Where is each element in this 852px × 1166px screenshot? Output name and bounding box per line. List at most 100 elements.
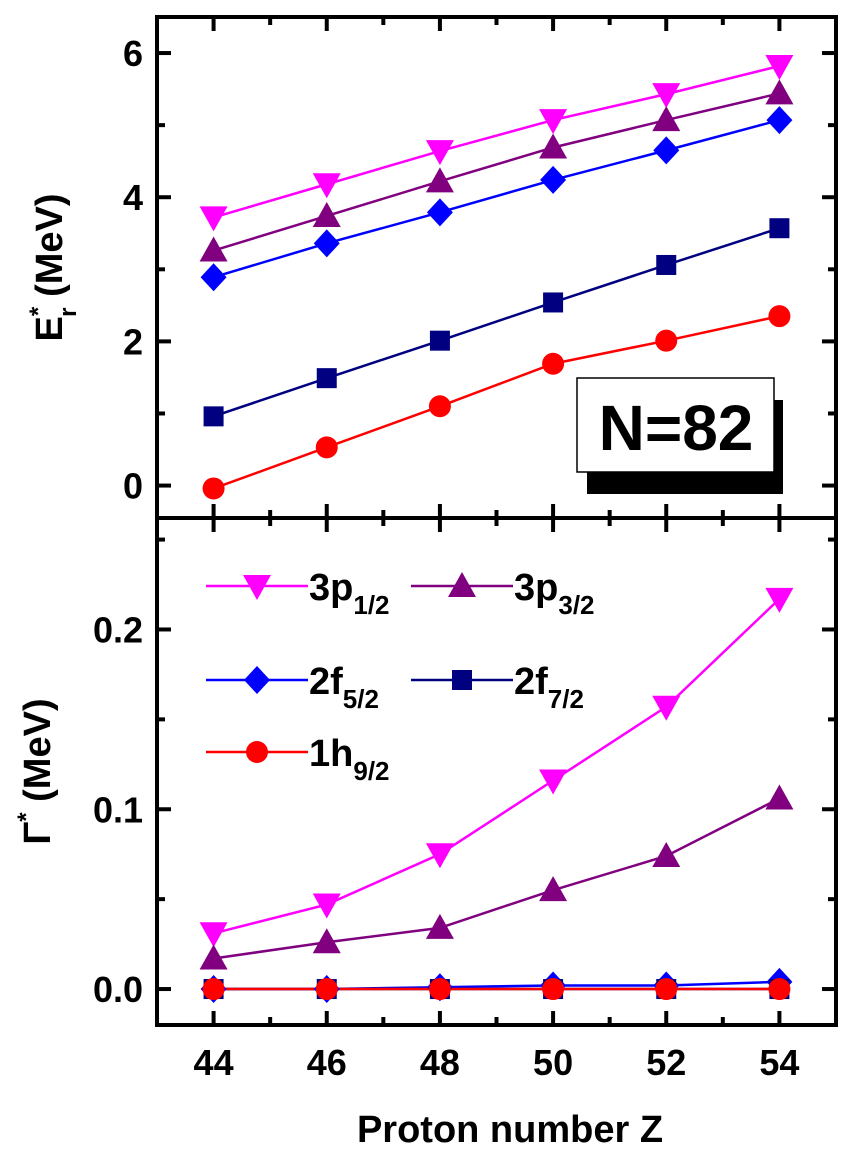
y-tick-label: 0.0 (93, 969, 143, 1010)
data-point-2f7/2 (769, 218, 790, 239)
legend-item-2f5/2: 2f5/2 (206, 661, 379, 714)
data-point-3p1/2 (652, 83, 681, 109)
legend-item-3p3/2: 3p3/2 (411, 567, 595, 620)
data-point-3p1/2 (199, 206, 228, 232)
legend-label-main: 3p (514, 567, 558, 609)
data-point-1h9/2 (655, 329, 678, 352)
data-point-3p3/2 (425, 913, 454, 939)
y-axis-label: Γ* (MeV) (13, 698, 59, 844)
y-axis-label-unit: (MeV) (17, 698, 59, 812)
y-tick-label: 2 (123, 321, 143, 362)
data-point-2f5/2 (766, 106, 793, 135)
legend-item-1h9/2: 1h9/2 (206, 733, 390, 786)
data-point-3p3/2 (199, 944, 228, 970)
data-point-3p3/2 (652, 842, 681, 867)
data-point-1h9/2 (315, 978, 338, 1001)
data-point-1h9/2 (542, 978, 565, 1001)
x-tick-label: 54 (759, 1042, 799, 1083)
data-point-2f7/2 (203, 406, 224, 427)
y-tick-label: 6 (123, 33, 143, 74)
y-axis-label-sup: * (25, 306, 52, 316)
legend-label-sub: 1/2 (353, 590, 389, 620)
series-line-2f5/2 (213, 118, 780, 279)
data-point-3p3/2 (765, 784, 794, 810)
data-point-2f7/2 (316, 368, 337, 389)
data-point-3p3/2 (539, 876, 568, 902)
legend-label-main: 2f (309, 661, 343, 703)
legend-marker-square (452, 670, 472, 690)
data-point-1h9/2 (202, 477, 225, 500)
data-point-3p1/2 (765, 587, 794, 613)
data-point-2f5/2 (653, 136, 680, 165)
y-axis-label-unit: (MeV) (29, 193, 71, 307)
y-tick-label: 0.2 (93, 609, 143, 650)
y-tick-label: 4 (123, 177, 143, 218)
y-tick-label: 0.1 (93, 789, 143, 830)
data-point-3p3/2 (539, 133, 568, 159)
legend-label-sub: 7/2 (548, 684, 584, 714)
data-point-3p1/2 (539, 769, 568, 795)
data-point-2f7/2 (656, 254, 677, 275)
legend-marker-circle (246, 741, 268, 763)
data-point-1h9/2 (768, 305, 791, 328)
data-point-3p1/2 (425, 140, 454, 166)
x-tick-label: 46 (307, 1042, 347, 1083)
data-point-3p1/2 (199, 922, 228, 948)
data-point-3p3/2 (312, 928, 341, 954)
legend-item-3p1/2: 3p1/2 (206, 567, 390, 620)
legend-label-sub: 9/2 (353, 756, 389, 786)
data-point-3p3/2 (199, 236, 228, 262)
x-tick-label: 48 (420, 1042, 460, 1083)
data-point-3p1/2 (312, 173, 341, 199)
legend-marker-triangle-down (243, 575, 271, 600)
data-point-3p1/2 (425, 843, 454, 869)
legend-label: 1h9/2 (309, 733, 390, 786)
y-axis-label-sub: r (55, 307, 82, 316)
data-point-2f5/2 (200, 263, 227, 292)
y-axis-label: E* r (MeV) (25, 193, 82, 341)
data-point-2f5/2 (313, 229, 340, 258)
legend-marker-triangle-up (448, 572, 476, 597)
legend-label: 3p1/2 (309, 567, 390, 620)
legend-label-main: 1h (309, 733, 353, 775)
top-panel: 0 2 4 6 E* r (MeV) N=82 (25, 15, 838, 520)
legend-item-2f7/2: 2f7/2 (411, 661, 584, 714)
data-point-2f5/2 (426, 198, 453, 227)
series-line-3p3/2 (213, 797, 780, 960)
series-line-3p1/2 (213, 64, 780, 219)
data-point-3p3/2 (312, 201, 341, 227)
legend-label: 3p3/2 (514, 567, 595, 620)
series-line-3p1/2 (213, 597, 781, 935)
series-line-1h9/2 (213, 314, 780, 490)
annotation-box (576, 377, 775, 473)
data-point-1h9/2 (315, 436, 338, 459)
x-tick-label: 44 (194, 1042, 234, 1083)
data-point-1h9/2 (428, 978, 451, 1001)
y-axis-label-symbol: E (29, 316, 71, 341)
data-point-1h9/2 (428, 395, 451, 418)
data-point-2f7/2 (543, 292, 564, 313)
legend-label-sub: 5/2 (343, 684, 379, 714)
x-tick-label: 50 (533, 1042, 573, 1083)
legend-label: 2f5/2 (309, 661, 379, 714)
series-line-2f7/2 (213, 227, 780, 418)
data-point-1h9/2 (542, 352, 565, 375)
x-tick-label: 52 (646, 1042, 686, 1083)
data-point-3p1/2 (539, 109, 568, 135)
data-point-2f5/2 (540, 165, 567, 194)
annotation-label: N=82 (599, 392, 754, 464)
data-point-3p1/2 (765, 55, 794, 81)
x-axis-label: Proton number Z (357, 1109, 663, 1151)
y-tick-label: 0 (123, 466, 143, 507)
series-line-3p3/2 (213, 92, 780, 252)
y-axis-label-symbol: Γ (17, 822, 59, 845)
data-point-3p3/2 (765, 79, 794, 105)
data-point-1h9/2 (202, 978, 225, 1001)
legend-marker-diamond (244, 666, 270, 694)
legend-label: 2f7/2 (514, 661, 584, 714)
legend-label-main: 3p (309, 567, 353, 609)
data-point-3p1/2 (312, 893, 341, 919)
